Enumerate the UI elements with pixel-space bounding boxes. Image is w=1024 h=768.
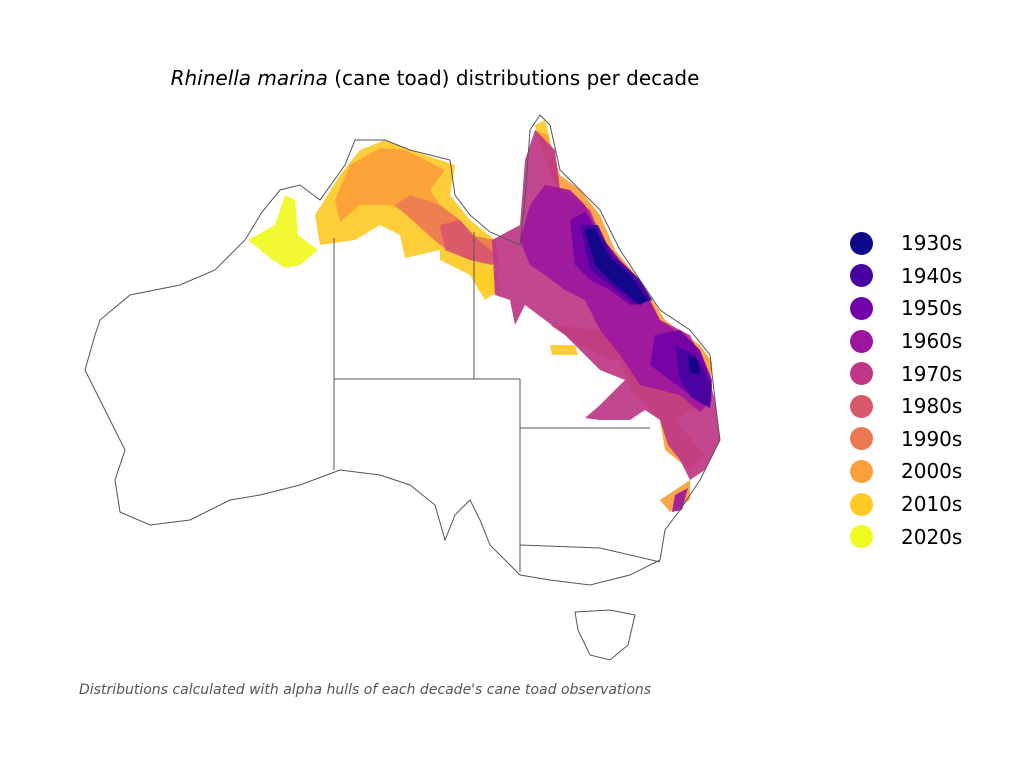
legend-swatch [850, 525, 873, 549]
hull-1940s [675, 345, 712, 408]
tasmania-coastline [574, 609, 636, 661]
australia-outline [84, 114, 721, 661]
legend-label: 2000s [901, 459, 963, 484]
legend-item: 1940s [850, 260, 962, 293]
legend-label: 1990s [901, 426, 963, 451]
legend-label: 2020s [901, 524, 963, 549]
legend-label: 1940s [901, 263, 963, 288]
legend-swatch [850, 394, 873, 418]
title-species: Rhinella marina [170, 66, 328, 90]
border-nsw-vic [519, 544, 661, 563]
legend-item: 2010s [850, 488, 962, 521]
legend-item: 2000s [850, 455, 962, 488]
caption: Distributions calculated with alpha hull… [79, 682, 652, 698]
legend-label: 1950s [901, 296, 963, 321]
legend-label: 2010s [901, 492, 963, 517]
legend-item: 1960s [850, 325, 962, 358]
legend-item: 1950s [850, 292, 962, 325]
legend-swatch [850, 329, 873, 353]
distribution-hulls [248, 120, 720, 512]
legend-item: 2020s [850, 520, 962, 553]
legend-label: 1930s [901, 231, 963, 256]
map-title: Rhinella marina (cane toad) distribution… [0, 66, 870, 90]
legend-swatch [850, 231, 873, 255]
hull-1930s [688, 355, 700, 375]
hull-1980s [440, 220, 497, 265]
legend-swatch [850, 459, 873, 483]
hull-1930s [585, 228, 648, 305]
legend-label: 1970s [901, 361, 963, 386]
legend-swatch [850, 264, 873, 288]
legend-swatch [850, 296, 873, 320]
legend: 1930s 1940s 1950s 1960s 1970s 1980s 1990s 2000s… [850, 227, 962, 553]
legend-swatch [850, 492, 873, 516]
legend-item: 1970s [850, 357, 962, 390]
mainland-coastline [84, 114, 721, 586]
legend-item: 1990s [850, 423, 962, 456]
legend-swatch [850, 362, 873, 386]
hull-2020s [248, 195, 318, 268]
hull-1960s [672, 488, 688, 512]
legend-swatch [850, 427, 873, 451]
legend-label: 1980s [901, 394, 963, 419]
title-rest: (cane toad) distributions per decade [327, 66, 700, 90]
legend-item: 1980s [850, 390, 962, 423]
legend-item: 1930s [850, 227, 962, 260]
hull-2010s [550, 345, 578, 355]
legend-label: 1960s [901, 329, 963, 354]
